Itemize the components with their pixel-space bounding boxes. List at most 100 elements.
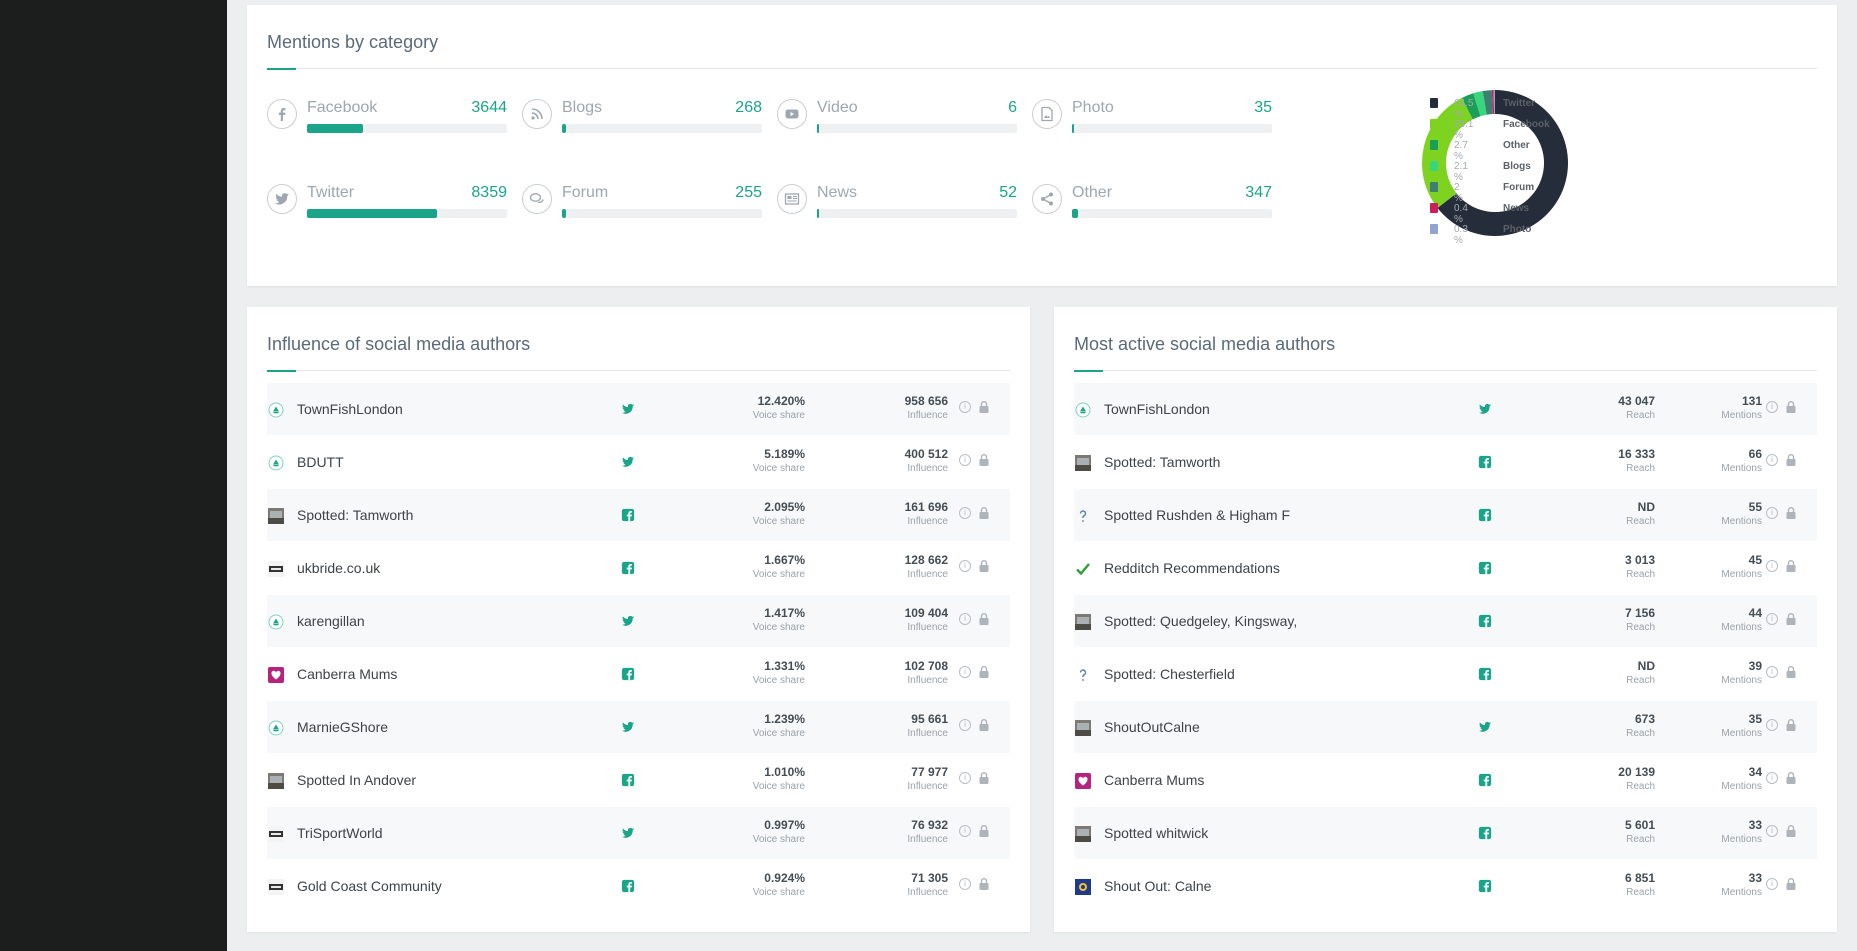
author-name[interactable]: BDUTT [297, 454, 344, 470]
info-icon[interactable]: i [959, 507, 971, 519]
author-name[interactable]: Spotted: Tamworth [297, 507, 414, 523]
lock-icon[interactable] [978, 877, 990, 891]
info-icon[interactable]: i [959, 825, 971, 837]
info-icon[interactable]: i [959, 401, 971, 413]
lock-icon[interactable] [1785, 771, 1797, 785]
info-icon[interactable]: i [959, 719, 971, 731]
author-row[interactable]: Spotted: Tamworth 2.095% Voice share 161 69… [267, 489, 1010, 541]
author-name[interactable]: Shout Out: Calne [1104, 878, 1212, 894]
author-avatar [1074, 666, 1091, 683]
lock-icon[interactable] [978, 400, 990, 414]
author-row[interactable]: Gold Coast Community 0.924% Voice share 71 … [267, 860, 1010, 912]
donut-slice-forum[interactable] [1482, 90, 1493, 115]
info-icon[interactable]: i [1766, 719, 1778, 731]
lock-icon[interactable] [1785, 877, 1797, 891]
info-icon[interactable]: i [1766, 507, 1778, 519]
author-row[interactable]: Spotted: Tamworth 16 333 Reach 66 Mentions i [1074, 436, 1817, 488]
lock-icon[interactable] [978, 559, 990, 573]
donut-slice-other[interactable] [1461, 93, 1481, 120]
donut-slice-photo[interactable] [1493, 90, 1495, 115]
category-tile-video[interactable]: Video 6 [777, 99, 1017, 149]
author-row[interactable]: Shout Out: Calne 6 851 Reach 33 Mentions i [1074, 860, 1817, 912]
donut-slice-twitter[interactable] [1437, 90, 1568, 237]
metric-value-2: 131 [1741, 394, 1762, 408]
lock-icon[interactable] [1785, 824, 1797, 838]
author-name[interactable]: Spotted Rushden & Higham F [1104, 507, 1290, 523]
author-name[interactable]: Spotted whitwick [1104, 825, 1209, 841]
author-name[interactable]: TriSportWorld [297, 825, 383, 841]
lock-icon[interactable] [978, 453, 990, 467]
author-name[interactable]: Spotted: Chesterfield [1104, 666, 1235, 682]
author-name[interactable]: Spotted In Andover [297, 772, 417, 788]
metric-value-1: ND [1637, 500, 1655, 514]
author-row[interactable]: Spotted: Chesterfield ND Reach 39 Mentions i [1074, 648, 1817, 700]
author-name[interactable]: Spotted: Quedgeley, Kingsway, [1104, 613, 1298, 629]
lock-icon[interactable] [978, 824, 990, 838]
author-row[interactable]: Spotted Rushden & Higham F ND Reach 55 Menti… [1074, 489, 1817, 541]
category-tile-blogs[interactable]: Blogs 268 [522, 99, 762, 149]
info-icon[interactable]: i [1766, 772, 1778, 784]
info-icon[interactable]: i [1766, 560, 1778, 572]
category-tile-forum[interactable]: Forum 255 [522, 184, 762, 234]
info-icon[interactable]: i [1766, 613, 1778, 625]
author-name[interactable]: TownFishLondon [297, 401, 403, 417]
author-name[interactable]: Canberra Mums [297, 666, 398, 682]
info-icon[interactable]: i [1766, 454, 1778, 466]
author-row[interactable]: TownFishLondon 12.420% Voice share 958 656 I… [267, 383, 1010, 435]
author-row[interactable]: BDUTT 5.189% Voice share 400 512 Influence i [267, 436, 1010, 488]
category-tile-other[interactable]: Other 347 [1032, 184, 1272, 234]
lock-icon[interactable] [1785, 400, 1797, 414]
lock-icon[interactable] [978, 771, 990, 785]
author-row[interactable]: Redditch Recommendations 3 013 Reach 45 Ment… [1074, 542, 1817, 594]
author-name[interactable]: Canberra Mums [1104, 772, 1205, 788]
author-name[interactable]: Spotted: Tamworth [1104, 454, 1221, 470]
author-name[interactable]: ukbride.co.uk [297, 560, 381, 576]
author-row[interactable]: karengillan 1.417% Voice share 109 404 Influ… [267, 595, 1010, 647]
author-row[interactable]: TriSportWorld 0.997% Voice share 76 932 Infl… [267, 807, 1010, 859]
lock-icon[interactable] [978, 665, 990, 679]
info-icon[interactable]: i [959, 772, 971, 784]
lock-icon[interactable] [1785, 665, 1797, 679]
category-tile-news[interactable]: News 52 [777, 184, 1017, 234]
author-name[interactable]: Gold Coast Community [297, 878, 442, 894]
info-icon[interactable]: i [1766, 825, 1778, 837]
lock-icon[interactable] [1785, 453, 1797, 467]
info-icon[interactable]: i [959, 666, 971, 678]
author-row[interactable]: Spotted In Andover 1.010% Voice share 77 97… [267, 754, 1010, 806]
author-row[interactable]: MarnieGShore 1.239% Voice share 95 661 Influ… [267, 701, 1010, 753]
lock-icon[interactable] [978, 718, 990, 732]
author-name[interactable]: Redditch Recommendations [1104, 560, 1280, 576]
info-icon[interactable]: i [1766, 401, 1778, 413]
author-name[interactable]: karengillan [297, 613, 365, 629]
metric-caption-1: Reach [1626, 410, 1655, 421]
lock-icon[interactable] [978, 612, 990, 626]
donut-slice-blogs[interactable] [1473, 91, 1487, 117]
info-icon[interactable]: i [959, 560, 971, 572]
author-name[interactable]: TownFishLondon [1104, 401, 1210, 417]
author-name[interactable]: MarnieGShore [297, 719, 389, 735]
author-row[interactable]: ukbride.co.uk 1.667% Voice share 128 662 Inf… [267, 542, 1010, 594]
author-row[interactable]: TownFishLondon 43 047 Reach 131 Mentions i [1074, 383, 1817, 435]
lock-icon[interactable] [1785, 612, 1797, 626]
lock-icon[interactable] [1785, 506, 1797, 520]
lock-icon[interactable] [978, 506, 990, 520]
lock-icon[interactable] [1785, 559, 1797, 573]
category-tile-photo[interactable]: Photo 35 [1032, 99, 1272, 149]
author-row[interactable]: Canberra Mums 20 139 Reach 34 Mentions i [1074, 754, 1817, 806]
author-row[interactable]: Spotted: Quedgeley, Kingsway, 7 156 Reach 4… [1074, 595, 1817, 647]
author-row[interactable]: Canberra Mums 1.331% Voice share 102 708 Inf… [267, 648, 1010, 700]
author-name[interactable]: ShoutOutCalne [1104, 719, 1200, 735]
author-row[interactable]: Spotted whitwick 5 601 Reach 33 Mentions i [1074, 807, 1817, 859]
lock-icon[interactable] [1785, 718, 1797, 732]
donut-slice-news[interactable] [1491, 90, 1495, 115]
info-icon[interactable]: i [1766, 666, 1778, 678]
info-icon[interactable]: i [959, 613, 971, 625]
info-icon[interactable]: i [959, 878, 971, 890]
info-icon[interactable]: i [1766, 878, 1778, 890]
legend-percent: 2 % [1454, 182, 1463, 204]
info-icon[interactable]: i [959, 454, 971, 466]
category-tile-facebook[interactable]: Facebook 3644 [267, 99, 507, 149]
author-row[interactable]: ShoutOutCalne 673 Reach 35 Mentions i [1074, 701, 1817, 753]
category-tile-twitter[interactable]: Twitter 8359 [267, 184, 507, 234]
legend-label: Photo [1503, 224, 1532, 235]
